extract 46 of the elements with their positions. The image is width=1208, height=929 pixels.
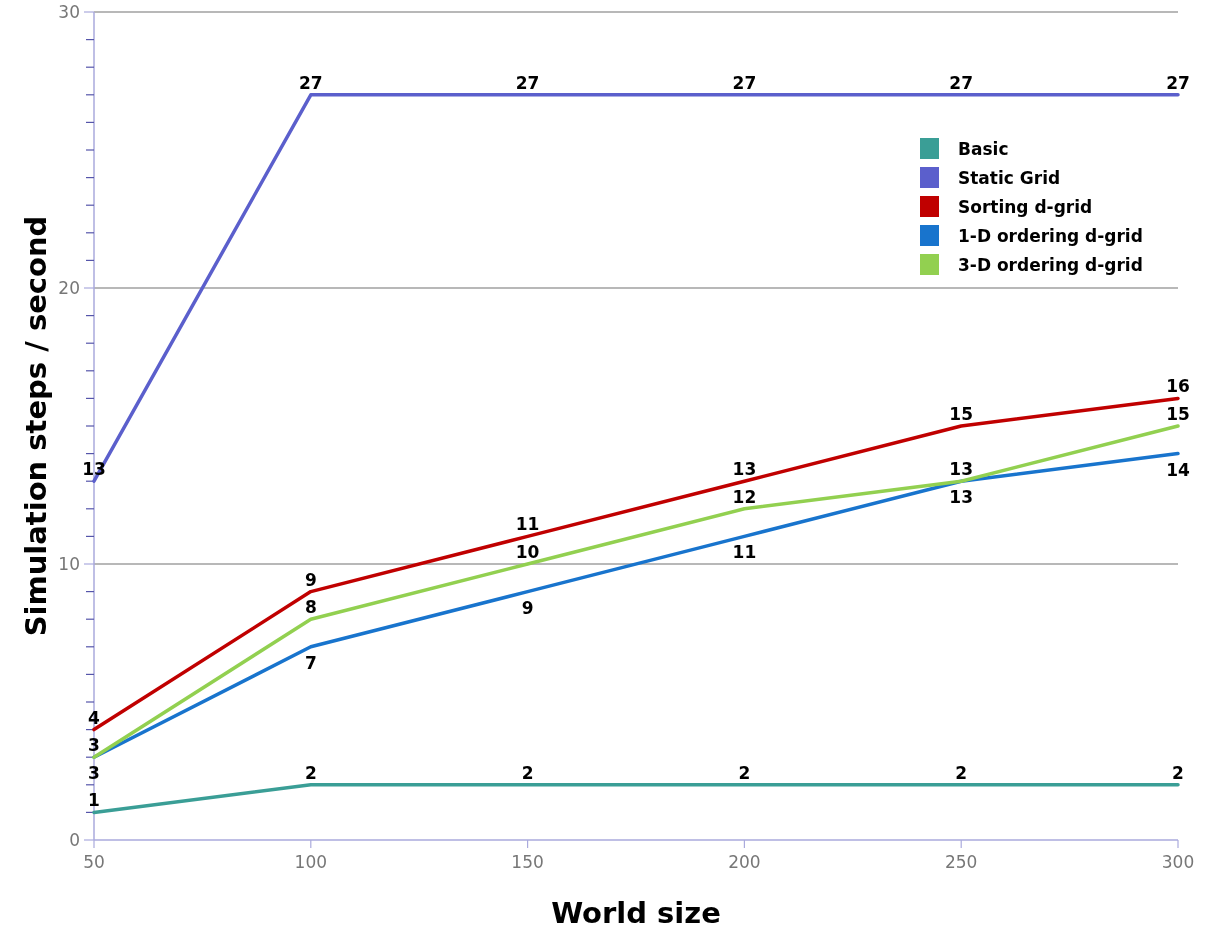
data-label: 1 — [88, 790, 100, 811]
data-label: 3 — [88, 763, 100, 784]
data-label: 12 — [732, 486, 757, 507]
legend-label: Basic — [958, 139, 1009, 159]
data-label: 2 — [955, 762, 968, 783]
data-label: 2 — [1172, 762, 1184, 783]
data-label: 13 — [732, 459, 757, 480]
data-label: 13 — [949, 459, 974, 480]
data-label: 16 — [1166, 376, 1190, 397]
data-label: 8 — [304, 597, 317, 618]
data-label: 2 — [521, 762, 534, 783]
data-label: 2 — [738, 762, 751, 783]
legend-label: 1-D ordering d-grid — [958, 226, 1143, 246]
data-label: 27 — [732, 72, 757, 93]
x-tick-label: 200 — [728, 852, 761, 872]
x-tick-label: 300 — [1161, 852, 1195, 872]
data-label: 27 — [298, 72, 323, 93]
data-label: 9 — [521, 597, 534, 618]
x-tick-label: 250 — [944, 852, 978, 872]
data-label: 3 — [88, 735, 100, 756]
data-label: 2 — [304, 762, 317, 783]
y-tick-label: 0 — [69, 829, 80, 850]
data-label: 13 — [949, 487, 974, 508]
x-tick-label: 50 — [83, 852, 105, 872]
data-label: 27 — [949, 72, 974, 93]
legend-label: Sorting d-grid — [958, 197, 1093, 217]
data-label: 11 — [515, 514, 540, 535]
x-tick-label: 150 — [511, 852, 544, 872]
data-label: 15 — [1166, 404, 1190, 424]
y-tick-label: 20 — [58, 277, 80, 298]
x-tick-label: 100 — [294, 852, 328, 872]
data-label: 27 — [515, 72, 540, 93]
data-label: 9 — [304, 569, 317, 590]
data-label: 10 — [515, 542, 540, 562]
x-axis-title: World size — [551, 896, 721, 929]
y-tick-label: 10 — [58, 553, 80, 574]
data-label: 7 — [304, 652, 317, 673]
data-label: 27 — [1166, 72, 1190, 93]
data-label: 14 — [1166, 459, 1190, 480]
y-axis-title: Simulation steps / second — [19, 215, 53, 637]
data-label: 4 — [88, 707, 101, 728]
data-label: 15 — [949, 404, 974, 424]
legend-label: Static Grid — [958, 168, 1061, 188]
data-label: 11 — [732, 542, 757, 563]
legend-label: 3-D ordering d-grid — [958, 255, 1143, 275]
y-tick-label: 30 — [58, 1, 80, 22]
